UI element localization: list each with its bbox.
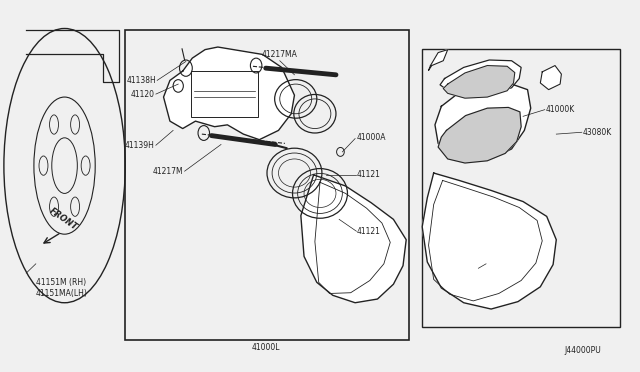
Polygon shape [164,47,294,140]
Polygon shape [444,65,515,98]
Text: 41000L: 41000L [252,343,280,352]
Bar [191,71,258,118]
Polygon shape [429,49,448,70]
Text: 41121: 41121 [356,227,380,236]
Text: 41217M: 41217M [153,167,183,176]
Text: 41121: 41121 [356,170,380,179]
Text: 41001(RH): 41001(RH) [478,270,520,279]
Text: 41120: 41120 [131,90,155,99]
Text: 41151M (RH): 41151M (RH) [36,278,86,287]
Bar [125,31,410,340]
Polygon shape [435,84,531,160]
Bar [422,49,620,327]
Text: 41000A: 41000A [356,133,386,142]
Text: 41000K: 41000K [546,105,575,114]
Polygon shape [438,108,521,163]
Text: 43080K: 43080K [583,128,612,137]
Text: J44000PU: J44000PU [564,346,601,355]
Text: 41151MA(LH): 41151MA(LH) [36,289,88,298]
Polygon shape [301,175,406,303]
Text: 41217MA: 41217MA [262,50,298,59]
Polygon shape [422,173,556,309]
Text: FRONT: FRONT [47,206,79,232]
Text: 41139H: 41139H [125,141,155,150]
Polygon shape [440,60,521,95]
Polygon shape [540,65,561,90]
Text: 41011(LH): 41011(LH) [478,280,518,289]
Text: 41138H: 41138H [126,76,156,85]
